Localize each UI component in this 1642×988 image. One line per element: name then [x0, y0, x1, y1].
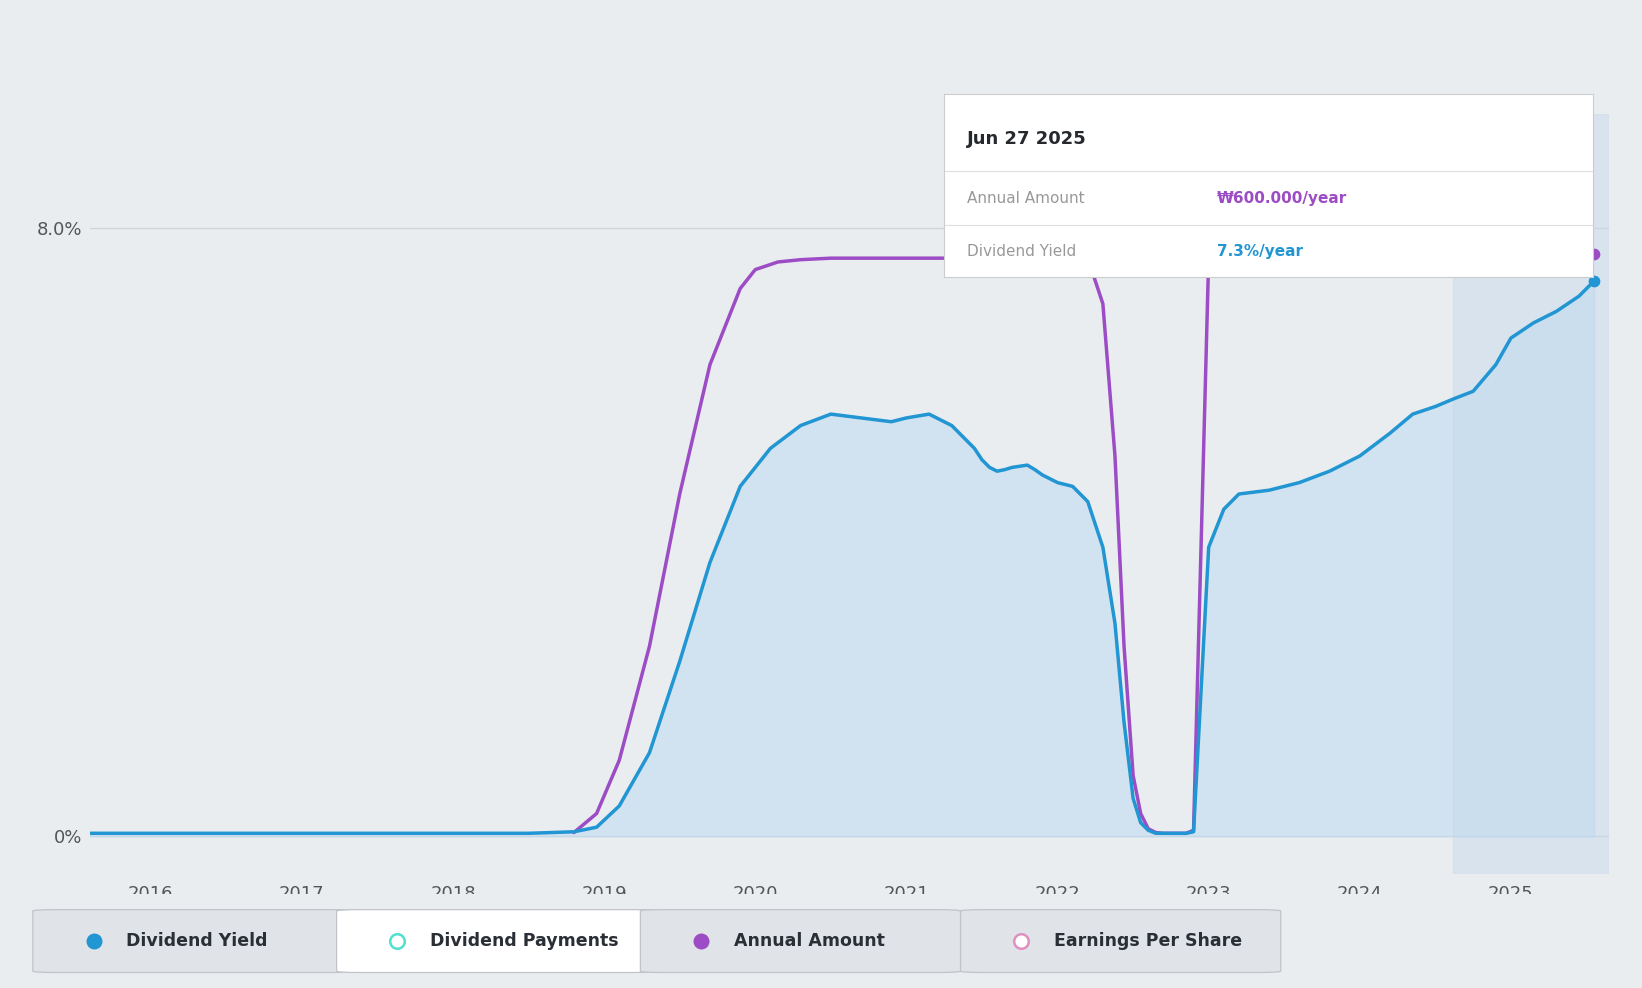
- Bar: [1453, 114, 1609, 874]
- Point: [1581, 273, 1608, 288]
- FancyBboxPatch shape: [337, 910, 657, 972]
- Text: Dividend Payments: Dividend Payments: [430, 932, 619, 950]
- Text: 7.3%/year: 7.3%/year: [1217, 244, 1302, 259]
- Text: ₩600.000/year: ₩600.000/year: [1217, 191, 1346, 206]
- FancyBboxPatch shape: [961, 910, 1281, 972]
- Text: Annual Amount: Annual Amount: [967, 191, 1084, 206]
- Text: Dividend Yield: Dividend Yield: [126, 932, 268, 950]
- Text: Jun 27 2025: Jun 27 2025: [967, 130, 1087, 148]
- Text: Dividend Yield: Dividend Yield: [967, 244, 1076, 259]
- Point: [384, 933, 410, 948]
- Point: [1008, 933, 1034, 948]
- FancyBboxPatch shape: [33, 910, 353, 972]
- Point: [1581, 246, 1608, 262]
- FancyBboxPatch shape: [640, 910, 961, 972]
- Point: [80, 933, 107, 948]
- Text: Past: Past: [1460, 192, 1494, 210]
- Text: Annual Amount: Annual Amount: [734, 932, 885, 950]
- Text: Earnings Per Share: Earnings Per Share: [1054, 932, 1243, 950]
- Point: [688, 933, 714, 948]
